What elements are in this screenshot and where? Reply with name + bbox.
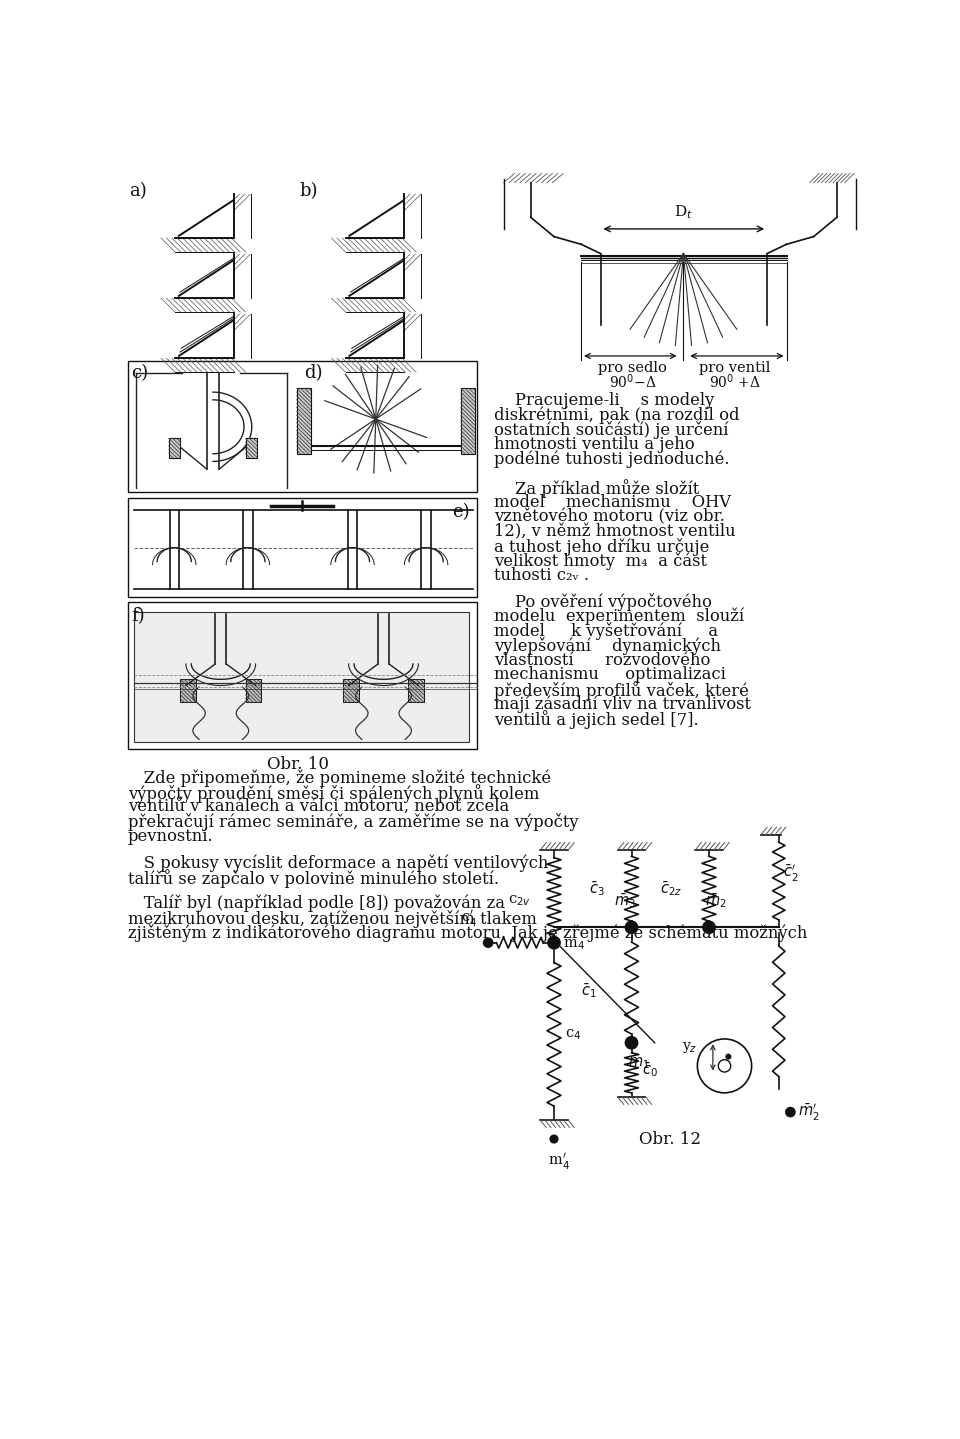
Circle shape xyxy=(548,937,561,948)
Text: Talíř byl (například podle [8]) považován za: Talíř byl (například podle [8]) považová… xyxy=(128,895,505,912)
Text: velikost hmoty  m₄  a část: velikost hmoty m₄ a část xyxy=(493,553,707,570)
Text: model     k vyšetřování     a: model k vyšetřování a xyxy=(493,622,717,640)
Text: c): c) xyxy=(131,364,148,383)
Text: D$_t$: D$_t$ xyxy=(674,203,693,222)
Text: hmotnosti ventilu a jeho: hmotnosti ventilu a jeho xyxy=(493,436,694,453)
Text: ventilů a jejich sedel [7].: ventilů a jejich sedel [7]. xyxy=(493,709,698,730)
Text: c$_4$: c$_4$ xyxy=(564,1027,581,1042)
Text: $\bar{c}_{2z}$: $\bar{c}_{2z}$ xyxy=(660,879,682,898)
Text: diskrétními, pak (na rozdíl od: diskrétními, pak (na rozdíl od xyxy=(493,407,739,425)
Text: $\bar{c}_1$: $\bar{c}_1$ xyxy=(581,981,597,1000)
Text: pro sedlo: pro sedlo xyxy=(598,361,666,374)
Bar xyxy=(408,679,423,702)
Text: 90$^0$ +Δ: 90$^0$ +Δ xyxy=(708,373,760,391)
Text: tuhosti c₂ᵥ .: tuhosti c₂ᵥ . xyxy=(493,567,588,584)
Text: c$_{2v}$: c$_{2v}$ xyxy=(508,894,531,908)
Text: překračují rámec semináře, a zaměříme se na výpočty: překračují rámec semináře, a zaměříme se… xyxy=(128,813,578,832)
Text: pro ventil: pro ventil xyxy=(699,361,770,374)
Text: y$_z$: y$_z$ xyxy=(682,1040,697,1055)
Text: vlastností      rozvodového: vlastností rozvodového xyxy=(493,652,710,669)
Text: mezikruhovou desku, zatíženou největším tlakem: mezikruhovou desku, zatíženou největším … xyxy=(128,909,537,928)
Bar xyxy=(180,679,196,702)
Bar xyxy=(128,603,476,748)
Circle shape xyxy=(550,1135,558,1143)
Text: talířů se zapčalo v polovině minulého století.: talířů se zapčalo v polovině minulého st… xyxy=(128,869,499,888)
Text: $\bar{c}_2'$: $\bar{c}_2'$ xyxy=(782,863,798,884)
Text: vylepšování    dynamických: vylepšování dynamických xyxy=(493,637,721,655)
Circle shape xyxy=(785,1108,795,1117)
Bar xyxy=(408,679,423,702)
Text: $\bar{m}_3$: $\bar{m}_3$ xyxy=(614,892,636,911)
Bar xyxy=(344,679,359,702)
Circle shape xyxy=(625,1036,637,1049)
Bar xyxy=(134,612,468,743)
Text: ventilů v kanálech a válci motoru, neboť zcela: ventilů v kanálech a válci motoru, neboť… xyxy=(128,799,509,816)
Text: podélné tuhosti jednoduché.: podélné tuhosti jednoduché. xyxy=(493,450,729,468)
Circle shape xyxy=(484,938,492,947)
Bar xyxy=(169,439,180,458)
Bar xyxy=(297,389,311,453)
Text: především profilů vaček, které: především profilů vaček, které xyxy=(493,681,749,699)
Text: a): a) xyxy=(130,181,147,200)
Circle shape xyxy=(625,921,637,934)
Bar xyxy=(344,679,359,702)
Bar xyxy=(461,389,475,453)
Circle shape xyxy=(703,921,715,934)
Text: pevnostní.: pevnostní. xyxy=(128,827,213,846)
Circle shape xyxy=(726,1055,731,1059)
Text: Obr. 10: Obr. 10 xyxy=(267,757,329,773)
Text: Obr. 12: Obr. 12 xyxy=(639,1131,701,1148)
Text: $\bar{m}_2'$: $\bar{m}_2'$ xyxy=(798,1101,820,1122)
Bar xyxy=(128,361,476,492)
Text: $\bar{m}_1$: $\bar{m}_1$ xyxy=(628,1052,650,1071)
Text: e): e) xyxy=(452,504,469,521)
Text: vznětového motoru (viz obr.: vznětového motoru (viz obr. xyxy=(493,508,725,525)
Text: c$_4'$: c$_4'$ xyxy=(461,908,477,928)
Text: modelu  experimentem  slouží: modelu experimentem slouží xyxy=(493,607,744,625)
Text: ostatních součástí) je určení: ostatních součástí) je určení xyxy=(493,422,728,439)
Text: m$_4$: m$_4$ xyxy=(564,937,586,951)
Text: S pokusy vycíslit deformace a napětí ventilových: S pokusy vycíslit deformace a napětí ven… xyxy=(128,855,548,872)
Bar xyxy=(246,679,261,702)
Text: Zde připomeňme, že pomineme složité technické: Zde připomeňme, že pomineme složité tech… xyxy=(128,770,551,787)
Text: model    mechanismu    OHV: model mechanismu OHV xyxy=(493,494,731,511)
Text: b): b) xyxy=(300,181,319,200)
Text: Pracujeme-li    s modely: Pracujeme-li s modely xyxy=(493,393,714,409)
Bar xyxy=(169,439,180,458)
Text: mechanismu     optimalizaci: mechanismu optimalizaci xyxy=(493,666,726,684)
Text: m$_4'$: m$_4'$ xyxy=(548,1151,569,1171)
Text: d): d) xyxy=(303,364,323,383)
Text: zjištěným z indikátorového diagramu motoru. Jak je zřejmé ze schématu možných: zjištěným z indikátorového diagramu moto… xyxy=(128,924,807,943)
Bar xyxy=(297,389,311,453)
Text: Za příklad může složít: Za příklad může složít xyxy=(493,479,699,498)
Text: výpočty proudění směsi či spálených plynů kolem: výpočty proudění směsi či spálených plyn… xyxy=(128,784,540,803)
Bar xyxy=(246,439,257,458)
Text: Po ověření výpočtového: Po ověření výpočtového xyxy=(493,593,711,612)
Bar xyxy=(461,389,475,453)
Text: $\bar{c}_0$: $\bar{c}_0$ xyxy=(642,1061,659,1079)
Text: mají zásadní vliv na trvanlivost: mají zásadní vliv na trvanlivost xyxy=(493,695,751,712)
Bar xyxy=(246,439,257,458)
Text: f): f) xyxy=(131,607,144,625)
Text: $\bar{m}_2$: $\bar{m}_2$ xyxy=(706,892,727,911)
Text: 12), v němž hmotnost ventilu: 12), v němž hmotnost ventilu xyxy=(493,522,735,540)
Bar xyxy=(128,498,476,597)
Text: $\bar{c}_3$: $\bar{c}_3$ xyxy=(588,879,605,898)
Bar xyxy=(246,679,261,702)
Text: 90$^0$−Δ: 90$^0$−Δ xyxy=(609,373,656,391)
Bar xyxy=(180,679,196,702)
Text: a tuhost jeho dříku určuje: a tuhost jeho dříku určuje xyxy=(493,538,708,555)
